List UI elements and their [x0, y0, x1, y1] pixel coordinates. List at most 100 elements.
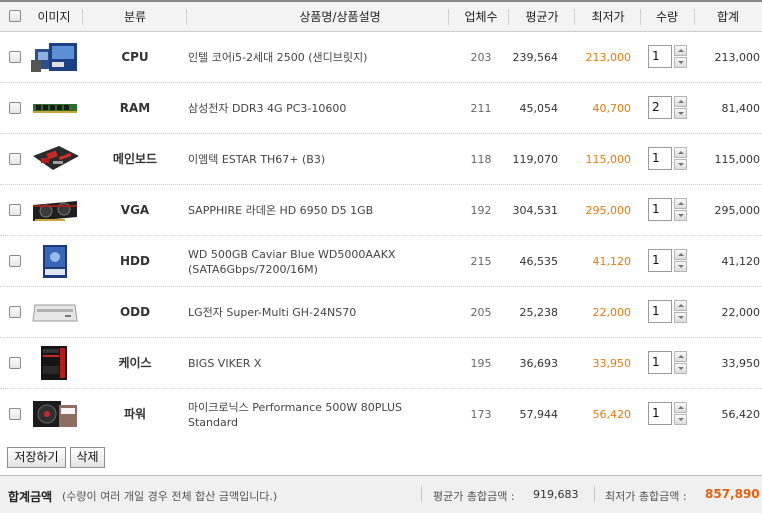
decrease-arrow-icon[interactable]	[674, 261, 687, 272]
seller-count: 205	[470, 306, 492, 319]
row-checkbox[interactable]	[9, 204, 21, 216]
table-header: 이미지 분류 상품명/상품설명 업체수 평균가 최저가 수량 합계	[0, 0, 762, 32]
quantity-input[interactable]: 1	[648, 300, 672, 323]
row-category: 파워	[123, 407, 147, 421]
product-name-link[interactable]: SAPPHIRE 라데온 HD 6950 D5 1GB	[188, 204, 374, 217]
row-checkbox[interactable]	[9, 306, 21, 318]
delete-button[interactable]: 삭제	[70, 447, 105, 468]
pc-case-icon	[29, 346, 81, 380]
increase-arrow-icon[interactable]	[674, 147, 687, 158]
quantity-input[interactable]: 1	[648, 147, 672, 170]
decrease-arrow-icon[interactable]	[674, 414, 687, 425]
row-category: 케이스	[118, 356, 152, 370]
increase-arrow-icon[interactable]	[674, 402, 687, 413]
quantity-input[interactable]: 1	[648, 45, 672, 68]
header-image: 이미지	[37, 10, 71, 24]
quantity-input[interactable]: 2	[648, 96, 672, 119]
row-category: VGA	[120, 203, 150, 217]
row-total: 115,000	[714, 153, 761, 166]
quantity-stepper[interactable]	[674, 96, 687, 119]
quantity-stepper[interactable]	[674, 402, 687, 425]
row-category: ODD	[119, 305, 151, 319]
quantity-stepper[interactable]	[674, 45, 687, 68]
seller-count: 203	[470, 51, 492, 64]
quantity-stepper[interactable]	[674, 300, 687, 323]
header-sellers: 업체수	[464, 10, 498, 24]
optical-drive-icon	[29, 295, 81, 329]
decrease-arrow-icon[interactable]	[674, 108, 687, 119]
low-total-label: 최저가 총합금액 :	[605, 490, 687, 503]
product-name-link[interactable]: 인텔 코어i5-2세대 2500 (샌디브릿지)	[188, 51, 368, 64]
increase-arrow-icon[interactable]	[674, 300, 687, 311]
power-supply-icon	[29, 397, 81, 431]
row-total: 41,120	[721, 255, 761, 268]
row-checkbox[interactable]	[9, 51, 21, 63]
avg-price: 57,944	[519, 408, 559, 421]
total-summary-bar: 합계금액 (수량이 여러 개일 경우 전체 합산 금액입니다.) 평균가 총합금…	[0, 475, 762, 513]
increase-arrow-icon[interactable]	[674, 351, 687, 362]
product-name-link[interactable]: 마이크로닉스 Performance 500W 80PLUS Standard	[188, 400, 403, 429]
row-checkbox[interactable]	[9, 408, 21, 420]
decrease-arrow-icon[interactable]	[674, 312, 687, 323]
header-product: 상품명/상품설명	[299, 10, 381, 24]
quantity-input[interactable]: 1	[648, 351, 672, 374]
avg-price: 25,238	[519, 306, 559, 319]
row-total: 56,420	[721, 408, 761, 421]
low-price: 295,000	[585, 204, 632, 217]
cpu-box-icon	[29, 40, 81, 74]
low-price: 41,120	[592, 255, 632, 268]
low-price: 213,000	[585, 51, 632, 64]
decrease-arrow-icon[interactable]	[674, 363, 687, 374]
increase-arrow-icon[interactable]	[674, 198, 687, 209]
graphics-card-icon	[29, 193, 81, 227]
quantity-stepper[interactable]	[674, 351, 687, 374]
quantity-input[interactable]: 1	[648, 402, 672, 425]
product-name-link[interactable]: 이엠텍 ESTAR TH67+ (B3)	[188, 153, 326, 166]
header-low-price: 최저가	[591, 10, 625, 24]
quantity-stepper[interactable]	[674, 198, 687, 221]
table-row: 케이스 BIGS VIKER X 195 36,693 33,950 1 33,…	[0, 338, 762, 389]
decrease-arrow-icon[interactable]	[674, 159, 687, 170]
avg-price: 36,693	[519, 357, 559, 370]
low-price: 40,700	[592, 102, 632, 115]
product-name-link[interactable]: BIGS VIKER X	[188, 357, 262, 370]
save-button[interactable]: 저장하기	[7, 447, 66, 468]
ram-stick-icon	[29, 91, 81, 125]
increase-arrow-icon[interactable]	[674, 96, 687, 107]
quantity-input[interactable]: 1	[648, 249, 672, 272]
avg-price: 239,564	[512, 51, 559, 64]
avg-price: 119,070	[512, 153, 559, 166]
header-avg-price: 평균가	[525, 10, 559, 24]
quantity-stepper[interactable]	[674, 249, 687, 272]
seller-count: 192	[470, 204, 492, 217]
row-checkbox[interactable]	[9, 357, 21, 369]
row-total: 33,950	[721, 357, 761, 370]
avg-total-value: 919,683	[533, 488, 579, 501]
product-name-link[interactable]: 삼성전자 DDR3 4G PC3-10600	[188, 102, 347, 115]
increase-arrow-icon[interactable]	[674, 45, 687, 56]
decrease-arrow-icon[interactable]	[674, 210, 687, 221]
select-all-checkbox[interactable]	[9, 10, 21, 22]
product-name-link[interactable]: LG전자 Super-Multi GH-24NS70	[188, 306, 357, 319]
motherboard-icon	[29, 142, 81, 176]
decrease-arrow-icon[interactable]	[674, 57, 687, 68]
seller-count: 118	[470, 153, 492, 166]
product-name-link[interactable]: WD 500GB Caviar Blue WD5000AAKX (SATA6Gb…	[188, 247, 396, 276]
row-checkbox[interactable]	[9, 255, 21, 267]
row-category: CPU	[121, 50, 149, 64]
low-total-value: 857,890	[705, 487, 760, 501]
row-checkbox[interactable]	[9, 153, 21, 165]
quantity-stepper[interactable]	[674, 147, 687, 170]
seller-count: 195	[470, 357, 492, 370]
header-quantity: 수량	[655, 10, 679, 24]
row-category: 메인보드	[112, 152, 158, 166]
row-total: 213,000	[714, 51, 761, 64]
seller-count: 211	[470, 102, 492, 115]
table-row: CPU 인텔 코어i5-2세대 2500 (샌디브릿지) 203 239,564…	[0, 32, 762, 83]
table-row: VGA SAPPHIRE 라데온 HD 6950 D5 1GB 192 304,…	[0, 185, 762, 236]
table-row: HDD WD 500GB Caviar Blue WD5000AAKX (SAT…	[0, 236, 762, 287]
row-checkbox[interactable]	[9, 102, 21, 114]
quantity-input[interactable]: 1	[648, 198, 672, 221]
increase-arrow-icon[interactable]	[674, 249, 687, 260]
avg-price: 45,054	[519, 102, 559, 115]
